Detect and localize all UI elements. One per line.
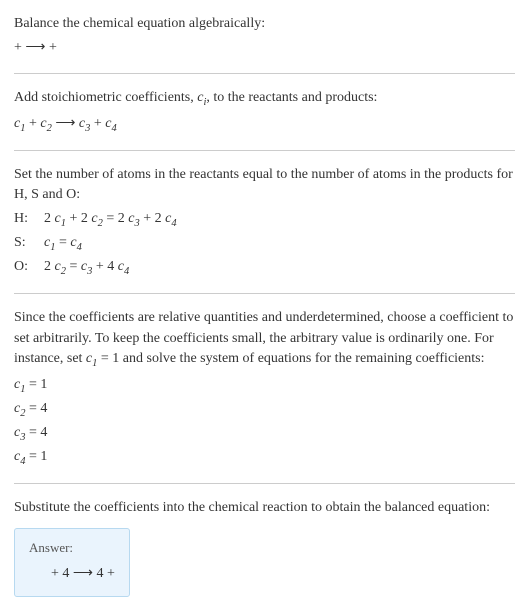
atom-eq-o: 2 c2 = c3 + 4 c4 (44, 257, 129, 279)
atom-row-h: H: 2 c1 + 2 c2 = 2 c3 + 2 c4 (14, 209, 515, 231)
s-c4-s: 4 (77, 242, 82, 253)
atom-eq-h: 2 c1 + 2 c2 = 2 c3 + 2 c4 (44, 209, 177, 231)
stoich-text-b: , to the reactants and products: (206, 90, 377, 105)
o-c2: c2 (55, 259, 66, 274)
h-c2: c2 (91, 211, 102, 226)
atom-label-s: S: (14, 233, 32, 253)
h-c4-s: 4 (171, 218, 176, 229)
atom-label-h: H: (14, 209, 32, 229)
c4: c4 (105, 116, 116, 131)
cr1-v: = 1 (25, 377, 47, 392)
o-c4: c4 (118, 259, 129, 274)
atom-row-s: S: c1 = c4 (14, 233, 515, 255)
coef-row-4: c4 = 1 (14, 447, 515, 469)
coef-row-2: c2 = 4 (14, 399, 515, 421)
h-c1: c1 (55, 211, 66, 226)
s-c1: c1 (44, 235, 55, 250)
h-p1: + 2 (66, 211, 91, 226)
c1: c1 (14, 116, 25, 131)
coefficient-list: c1 = 1 c2 = 4 c3 = 4 c4 = 1 (14, 375, 515, 469)
o-eq: = (66, 259, 81, 274)
h-c4: c4 (165, 211, 176, 226)
o-p2: + 4 (92, 259, 117, 274)
atom-label-o: O: (14, 257, 32, 277)
stoich-text: Add stoichiometric coefficients, ci, to … (14, 88, 515, 110)
cr3-v: = 4 (25, 425, 47, 440)
h-eq: = 2 (103, 211, 128, 226)
plus2: + (90, 116, 105, 131)
s-eq: = (55, 235, 70, 250)
answer-equation: + 4 ⟶ 4 + (29, 564, 115, 584)
intro-equation: + ⟶ + (14, 38, 515, 58)
s-c4: c4 (70, 235, 81, 250)
solve-c1: c1 (86, 351, 97, 366)
c4-s: 4 (112, 122, 117, 133)
atom-eq-s: c1 = c4 (44, 233, 82, 255)
cr4-v: = 1 (25, 449, 47, 464)
atoms-text: Set the number of atoms in the reactants… (14, 165, 515, 206)
answer-label: Answer: (29, 539, 115, 558)
h-2a: 2 (44, 211, 55, 226)
stoich-text-a: Add stoichiometric coefficients, (14, 90, 197, 105)
intro-line: Balance the chemical equation algebraica… (14, 14, 515, 34)
c2: c2 (40, 116, 51, 131)
h-c3: c3 (128, 211, 139, 226)
substitute-text: Substitute the coefficients into the che… (14, 498, 515, 518)
coef-row-3: c3 = 4 (14, 423, 515, 445)
cr1-c: c1 (14, 377, 25, 392)
answer-box: Answer: + 4 ⟶ 4 + (14, 528, 130, 597)
o-2a: 2 (44, 259, 55, 274)
cr2-v: = 4 (25, 401, 47, 416)
plus1: + (25, 116, 40, 131)
separator (14, 73, 515, 74)
separator (14, 293, 515, 294)
cr3-c: c3 (14, 425, 25, 440)
coef-row-1: c1 = 1 (14, 375, 515, 397)
stoich-equation: c1 + c2 ⟶ c3 + c4 (14, 114, 515, 136)
solve-text-b: = 1 and solve the system of equations fo… (97, 351, 484, 366)
arrow: ⟶ (52, 116, 79, 131)
o-c4-s: 4 (124, 266, 129, 277)
separator (14, 150, 515, 151)
h-p2: + 2 (140, 211, 165, 226)
atom-row-o: O: 2 c2 = c3 + 4 c4 (14, 257, 515, 279)
cr2-c: c2 (14, 401, 25, 416)
c3: c3 (79, 116, 90, 131)
o-c3: c3 (81, 259, 92, 274)
separator (14, 483, 515, 484)
solve-text: Since the coefficients are relative quan… (14, 308, 515, 371)
cr4-c: c4 (14, 449, 25, 464)
